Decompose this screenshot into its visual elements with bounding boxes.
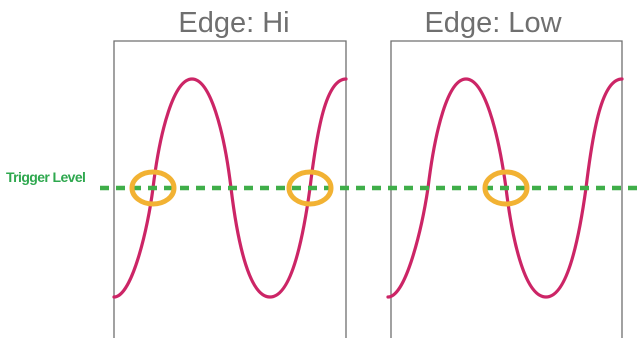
- trigger-level-label: Trigger Level: [6, 169, 85, 185]
- panel-title-edge-low: Edge: Low: [424, 7, 562, 39]
- crossing-marker-edge-low-1: [482, 169, 530, 207]
- panel-title-edge-hi: Edge: Hi: [178, 7, 289, 39]
- crossing-marker-edge-hi-1: [129, 169, 177, 207]
- crossing-marker-edge-hi-2: [286, 169, 334, 207]
